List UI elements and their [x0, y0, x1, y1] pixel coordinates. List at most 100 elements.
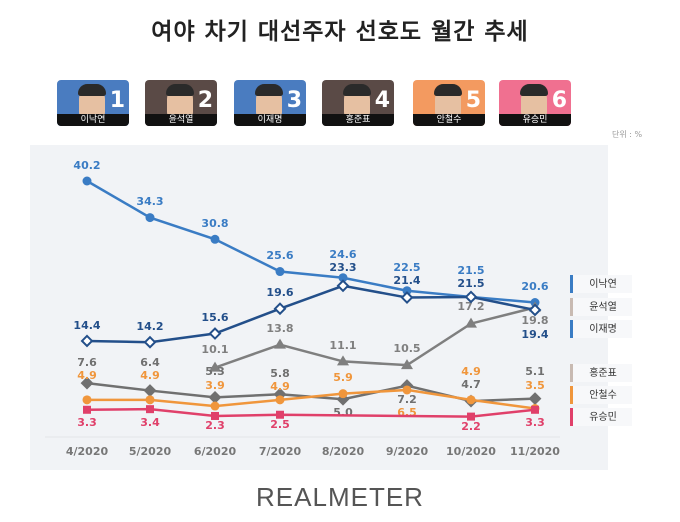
candidate-card: 4 홍준표	[322, 80, 394, 126]
data-point	[145, 395, 155, 405]
data-label: 17.2	[457, 300, 484, 313]
candidate-number: 1	[109, 88, 125, 113]
x-tick-label: 11/2020	[510, 445, 560, 458]
series-line	[214, 306, 536, 369]
data-label: 19.8	[521, 314, 548, 327]
legend-label: 이재명	[589, 323, 617, 335]
x-tick-label: 4/2020	[66, 445, 109, 458]
data-label: 21.5	[457, 264, 484, 277]
candidate-number: 3	[286, 88, 302, 113]
candidate-name: 윤석열	[145, 114, 217, 126]
portrait-hair	[255, 84, 283, 96]
x-tick-label: 5/2020	[129, 445, 172, 458]
data-point	[208, 390, 222, 404]
data-point	[338, 389, 348, 399]
data-label: 11.1	[329, 339, 356, 352]
data-point	[210, 234, 220, 244]
unit-label: 단위 : %	[612, 130, 643, 139]
legend-swatch	[570, 386, 573, 404]
data-label: 5.1	[525, 365, 545, 378]
data-label: 2.3	[205, 419, 225, 432]
data-label: 5.0	[333, 406, 353, 419]
data-label: 14.2	[136, 320, 163, 333]
data-label: 30.8	[201, 217, 228, 230]
data-label: 22.5	[393, 261, 420, 274]
data-label: 5.9	[333, 371, 353, 384]
data-point	[401, 359, 413, 370]
data-point	[464, 290, 478, 304]
legend-item: 안철수	[570, 386, 632, 404]
data-label: 2.5	[270, 418, 290, 431]
legend-item: 윤석열	[570, 298, 632, 316]
data-point	[80, 334, 94, 348]
series-3: 14.4 14.2 15.6 19.6 23.3 21.4 21.5 19.4	[73, 261, 549, 349]
data-point	[274, 338, 286, 349]
candidate-number: 4	[374, 88, 390, 113]
legend-swatch	[570, 364, 573, 382]
data-point	[531, 405, 539, 414]
x-tick-label: 6/2020	[194, 445, 237, 458]
data-label: 20.6	[521, 280, 548, 293]
data-point	[145, 213, 155, 223]
data-point	[83, 405, 91, 414]
legend-swatch	[570, 320, 573, 338]
data-point	[146, 405, 154, 414]
candidate-number: 6	[551, 88, 567, 113]
legend-swatch	[570, 275, 573, 293]
legend-swatch	[570, 408, 573, 426]
page-title: 여야 차기 대선주자 선호도 월간 추세	[151, 19, 529, 45]
realmeter-logo: REALMETER	[256, 482, 424, 512]
data-label: 15.6	[201, 311, 228, 324]
data-label: 3.4	[140, 416, 160, 429]
data-label: 19.6	[266, 286, 293, 299]
candidate-name: 홍준표	[322, 114, 394, 126]
x-tick-label: 9/2020	[386, 445, 429, 458]
data-label: 25.6	[266, 249, 293, 262]
data-point	[143, 384, 157, 397]
data-point	[338, 273, 348, 283]
legend-item: 유승민	[570, 408, 632, 426]
candidate-name: 안철수	[413, 114, 485, 126]
candidate-name: 이낙연	[57, 114, 129, 126]
data-label: 5.8	[270, 367, 290, 380]
data-point	[273, 302, 287, 316]
candidate-card: 6 유승민	[499, 80, 571, 126]
candidate-name: 유승민	[499, 114, 571, 126]
data-label: 40.2	[73, 159, 100, 172]
legend-label: 윤석열	[589, 301, 617, 313]
data-label: 3.5	[525, 379, 545, 392]
data-label: 7.2	[397, 393, 417, 406]
data-point	[402, 286, 412, 296]
legend-item: 이낙연	[570, 275, 632, 293]
data-point	[208, 327, 222, 340]
data-point	[82, 395, 92, 405]
data-point	[276, 410, 284, 419]
data-point	[528, 303, 542, 317]
data-point	[528, 392, 542, 406]
data-label: 3.3	[77, 416, 97, 429]
candidate-name: 이재명	[234, 114, 306, 126]
data-point	[210, 401, 220, 411]
x-tick-label: 7/2020	[259, 445, 302, 458]
data-label: 34.3	[136, 195, 163, 208]
data-point	[275, 267, 285, 277]
data-point	[467, 412, 475, 421]
data-point	[143, 335, 157, 349]
data-label: 5.3	[205, 365, 225, 378]
data-point	[82, 176, 92, 186]
data-point	[211, 411, 219, 420]
data-point	[336, 279, 350, 293]
legend-label: 안철수	[589, 389, 617, 401]
series-line	[86, 284, 536, 344]
candidate-card: 2 윤석열	[145, 80, 217, 126]
data-point	[275, 395, 285, 405]
candidate-card: 3 이재명	[234, 80, 306, 126]
legend-swatch	[570, 298, 573, 316]
data-label: 4.9	[140, 369, 160, 382]
x-tick-label: 10/2020	[446, 445, 496, 458]
data-label: 4.9	[270, 380, 290, 393]
data-point	[400, 291, 414, 304]
data-label: 4.9	[461, 365, 481, 378]
data-label: 3.3	[525, 416, 545, 429]
portrait-hair	[520, 84, 548, 96]
